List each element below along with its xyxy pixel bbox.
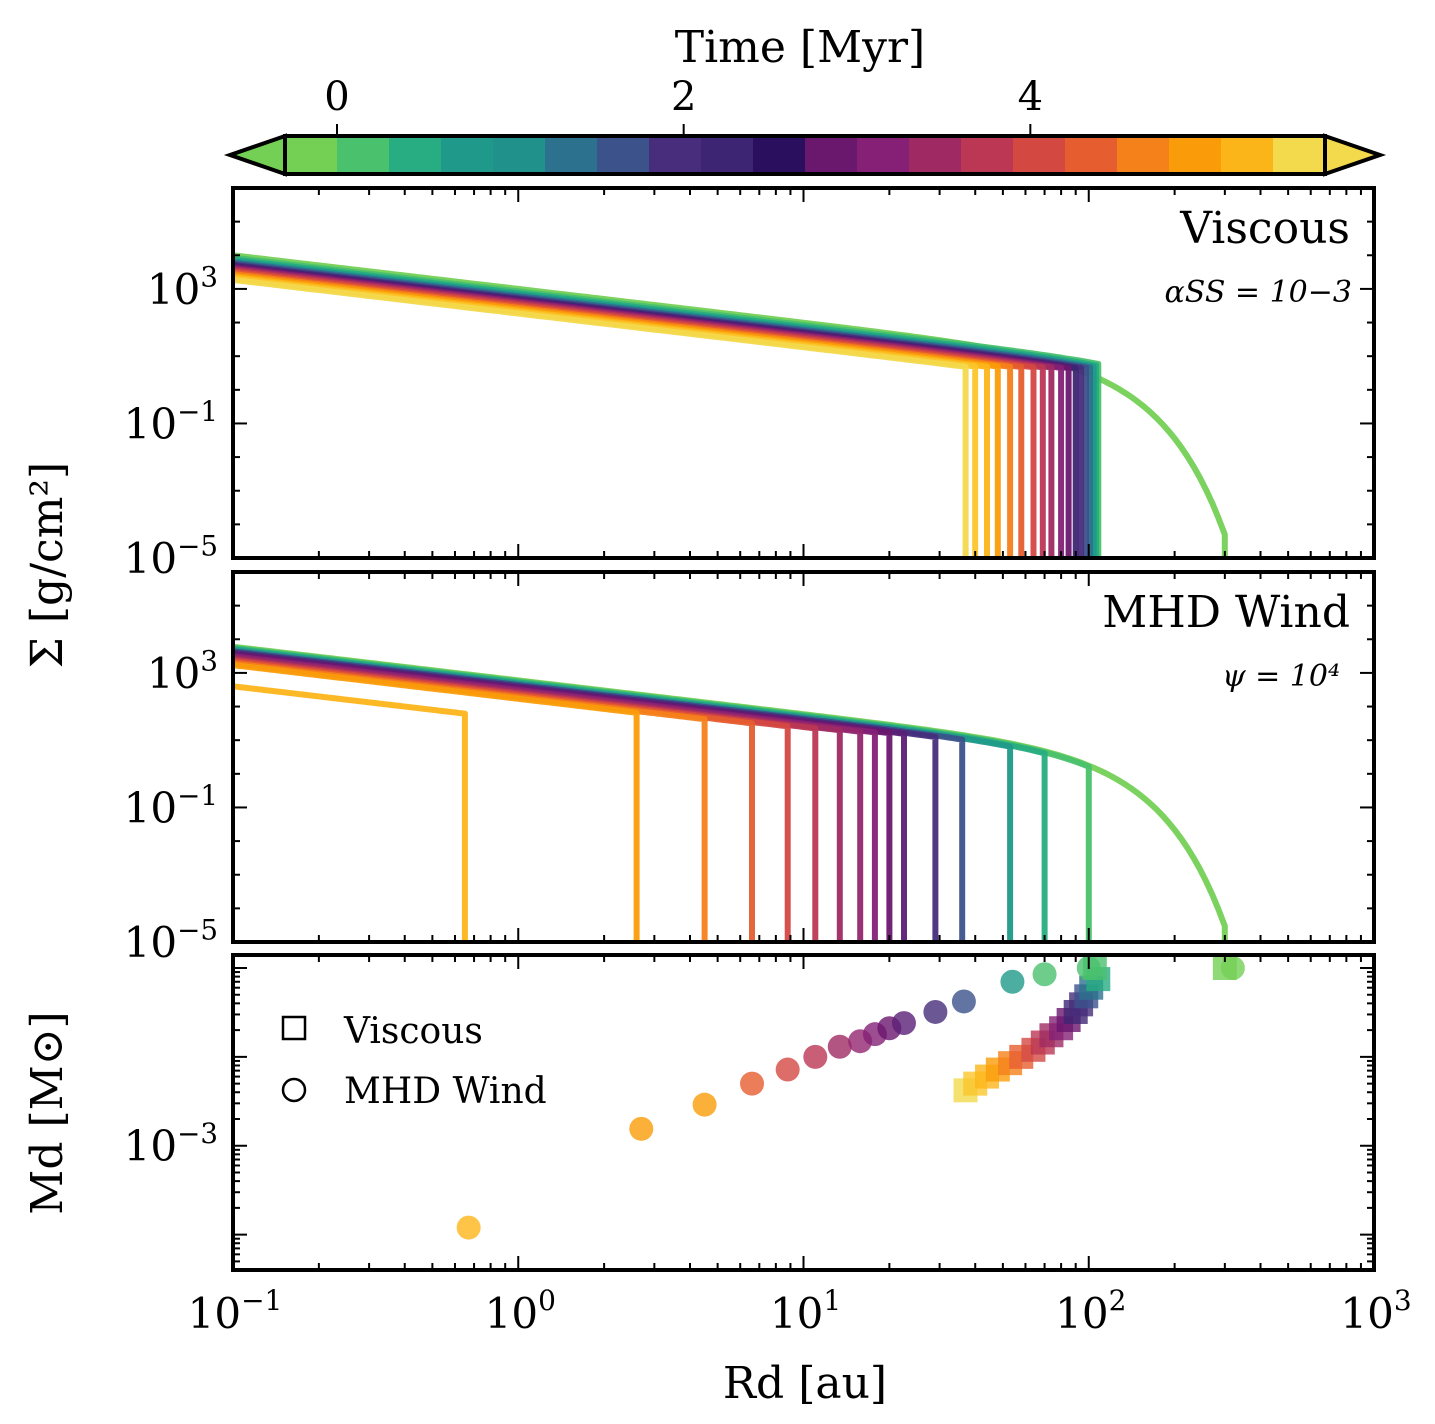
colorbar-cell [857,136,910,174]
colorbar-cell [805,136,858,174]
y-tick-label: 10−5 [124,913,218,967]
colorbar-tick-label: 2 [671,74,696,120]
sigma-curve [233,662,640,942]
sigma-curve [233,271,1014,558]
mhd-marker [1000,969,1025,994]
mhd-marker [803,1044,828,1069]
sigma-curve [233,643,1228,942]
mhd-marker [692,1092,717,1117]
colorbar-cell [1117,136,1170,174]
colorbar-cell [389,136,442,174]
y-tick-label: 10−5 [124,529,218,583]
colorbar-tick-label: 0 [324,74,349,120]
legend: Viscous MHD Wind [281,1011,547,1112]
panel-viscous-annotation: αSS = 10−3 [1165,275,1352,310]
mhd-marker [951,989,976,1014]
x-tick-label: 10−1 [188,1284,283,1338]
colorbar-cell [337,136,390,174]
y-tick-label: 10−1 [124,395,218,449]
colorbar-cell [1221,136,1274,174]
mhd-marker [456,1215,481,1240]
panel-mhd-title: MHD Wind [1102,587,1350,638]
mhd-marker [1220,955,1245,980]
colorbar-title: Time [Myr] [675,22,925,73]
colorbar-cell [545,136,598,174]
x-tick-label: 102 [1055,1284,1126,1338]
sigma-curve [233,276,969,558]
panel-mhd-frame [231,570,1376,944]
colorbar-cell [909,136,962,174]
mass-axis-label: Md [M⊙] [22,1011,73,1214]
legend-square-marker [281,1015,307,1041]
colorbar-cell [441,136,494,174]
panel-viscous-frame [231,186,1376,560]
colorbar-cell [701,136,754,174]
colorbar-extend-max [1323,133,1387,177]
panel-mhd-annotation: ψ = 10⁴ [1222,659,1340,694]
panel-mhd-wind: MHD Wind ψ = 10⁴ 103 10−1 10−5 [124,570,1376,967]
mhd-marker [923,999,948,1024]
colorbar-cell [1065,136,1118,174]
sigma-curve [233,683,468,942]
mhd-marker [740,1071,765,1096]
mhd-marker [775,1057,800,1082]
colorbar-tick-label: 4 [1018,74,1043,120]
sigma-curve [233,269,1025,558]
panel-mass: 10−3 Viscous MHD Wind Md [M⊙] [22,953,1376,1272]
colorbar-cell [1169,136,1222,174]
legend-circle-marker [281,1077,307,1103]
mhd-marker [629,1116,654,1141]
x-tick-label: 101 [770,1284,841,1338]
y-tick-label: 103 [147,644,218,698]
colorbar-extend-min [223,133,287,177]
panel-mass-frame [231,953,1376,1272]
colorbar-cell [597,136,650,174]
y-tick-label: 10−1 [124,779,218,833]
mhd-marker [827,1034,852,1059]
legend-mhd-label: MHD Wind [344,1071,547,1112]
colorbar-cell [1273,136,1326,174]
y-tick-label: 103 [147,260,218,314]
colorbar-cell [285,136,338,174]
sigma-curve [233,268,1037,558]
y-tick-label: 10−3 [124,1117,218,1171]
colorbar-cell [961,136,1014,174]
colorbar-cell [649,136,702,174]
colorbar: Time [Myr] 0 2 4 [223,22,1387,177]
x-tick-label: 100 [485,1284,556,1338]
colorbar-cell [753,136,806,174]
panel-viscous-title: Viscous [1179,203,1350,254]
x-tick-label: 103 [1340,1284,1411,1338]
colorbar-cell [1013,136,1066,174]
colorbar-cell [493,136,546,174]
legend-viscous-label: Viscous [343,1011,483,1052]
sigma-axis-label: Σ [g/cm²] [22,462,73,668]
mhd-marker [891,1011,916,1036]
mhd-marker [1032,962,1057,987]
colorbar-frame [283,134,1327,176]
x-axis-label: Rd [au] [723,1358,887,1409]
panel-viscous: Viscous αSS = 10−3 103 10−1 10−5 [124,186,1376,583]
